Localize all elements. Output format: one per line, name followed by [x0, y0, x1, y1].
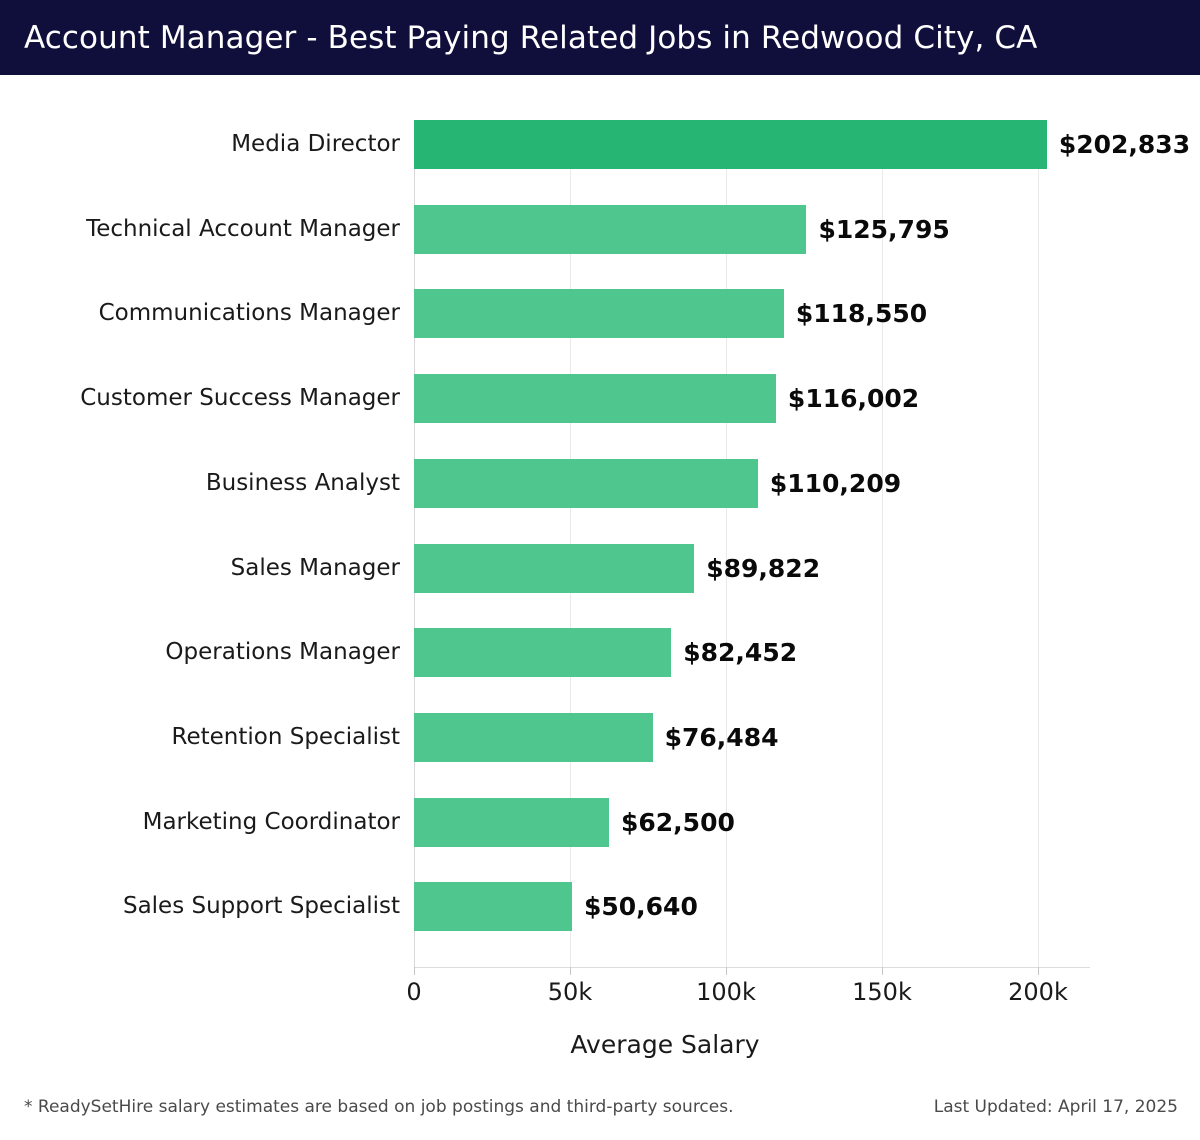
x-axis-tick-label: 100k [696, 978, 756, 1006]
category-label: Sales Manager [230, 554, 400, 581]
bar-value-label: $116,002 [787, 384, 920, 414]
x-axis-tick [726, 967, 727, 975]
bar-value-label: $89,822 [706, 553, 821, 583]
bar[interactable] [414, 543, 695, 593]
bar[interactable] [414, 204, 807, 254]
page-title: Account Manager - Best Paying Related Jo… [24, 19, 1038, 56]
bar-value-label: $50,640 [583, 892, 698, 922]
x-axis-title: Average Salary [0, 1030, 1200, 1059]
x-axis-tick [882, 967, 883, 975]
x-axis-tick [570, 967, 571, 975]
category-label: Media Director [231, 131, 400, 157]
bar[interactable] [414, 120, 1047, 169]
category-label: Communications Manager [98, 300, 400, 327]
category-label: Marketing Coordinator [142, 808, 400, 835]
bar[interactable] [414, 374, 776, 424]
footer-disclaimer: * ReadySetHire salary estimates are base… [24, 1097, 734, 1117]
x-axis-tick [414, 967, 415, 975]
bar-row[interactable]: Operations Manager $82,452 [0, 628, 1200, 678]
bar-row[interactable]: Business Analyst $110,209 [0, 458, 1200, 508]
bar-row[interactable]: Retention Specialist $76,484 [0, 712, 1200, 762]
footer-last-updated: Last Updated: April 17, 2025 [933, 1097, 1178, 1117]
category-label: Operations Manager [165, 639, 400, 666]
bar-value-label: $125,795 [818, 214, 950, 244]
gridline [726, 120, 727, 967]
x-axis-tick-label: 0 [406, 978, 422, 1006]
category-label: Retention Specialist [171, 723, 400, 750]
bar-row[interactable]: Sales Manager $89,822 [0, 543, 1200, 593]
bar[interactable] [414, 458, 758, 508]
category-label: Technical Account Manager [86, 215, 400, 242]
gridline [1038, 120, 1039, 967]
bar-value-label: $82,452 [683, 638, 798, 668]
bar[interactable] [414, 628, 672, 678]
bar-value-label: $202,833 [1058, 130, 1191, 159]
chart-title-bar: Account Manager - Best Paying Related Jo… [0, 0, 1200, 75]
bar[interactable] [414, 882, 572, 932]
bar-row[interactable]: Media Director $202,833 [0, 120, 1200, 169]
bar-value-label: $110,209 [769, 468, 902, 498]
category-label: Business Analyst [205, 469, 400, 496]
bar-row[interactable]: Sales Support Specialist $50,640 [0, 882, 1200, 932]
bar-row[interactable]: Technical Account Manager $125,795 [0, 204, 1200, 254]
x-axis-tick-label: 200k [1008, 978, 1068, 1006]
bar[interactable] [414, 797, 609, 847]
bar[interactable] [414, 289, 784, 339]
bar[interactable] [414, 712, 653, 762]
bar-row[interactable]: Communications Manager $118,550 [0, 289, 1200, 339]
bar-value-label: $62,500 [621, 807, 735, 837]
gridline [882, 120, 883, 967]
x-axis-tick [1038, 967, 1039, 975]
x-axis-title-text: Average Salary [570, 1030, 760, 1059]
bar-value-label: $76,484 [664, 722, 779, 752]
bar-row[interactable]: Customer Success Manager $116,002 [0, 374, 1200, 424]
x-axis-line [414, 967, 1090, 968]
bar-row[interactable]: Marketing Coordinator $62,500 [0, 797, 1200, 847]
x-axis-tick-label: 150k [852, 978, 912, 1006]
x-axis-tick-label: 50k [547, 978, 593, 1006]
category-label: Sales Support Specialist [122, 893, 400, 920]
category-label: Customer Success Manager [80, 385, 400, 412]
bar-value-label: $118,550 [795, 299, 928, 329]
